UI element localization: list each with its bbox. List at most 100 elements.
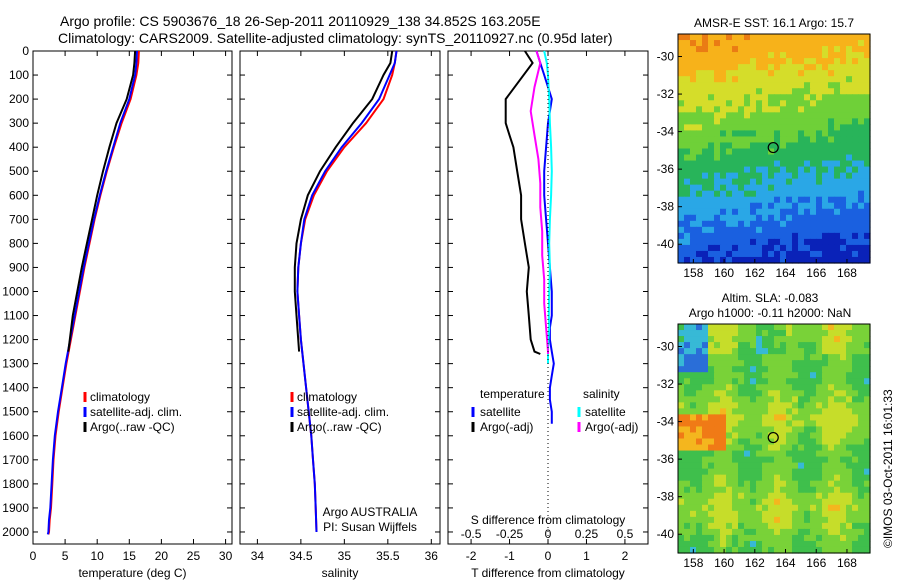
map-cell <box>702 492 709 500</box>
map-cell <box>774 160 781 168</box>
map-cell <box>684 474 691 482</box>
map-cell <box>720 372 727 379</box>
map-cell <box>840 498 847 506</box>
map-cell <box>762 468 769 476</box>
map-cell <box>726 492 733 500</box>
map-cell <box>720 528 727 536</box>
map-cell <box>828 172 835 180</box>
map-cell <box>690 244 697 252</box>
map-cell <box>834 64 841 71</box>
map-cell <box>720 178 727 186</box>
map-cell <box>714 154 721 162</box>
map-cell <box>708 438 715 446</box>
map-cell <box>858 256 865 264</box>
map-cell <box>798 112 805 119</box>
map-cell <box>720 196 727 204</box>
map-cell <box>708 522 715 530</box>
map-cell <box>792 64 799 71</box>
map-cell <box>834 58 841 65</box>
map-cell <box>720 40 727 47</box>
map-cell <box>822 190 829 198</box>
map-cell <box>804 444 811 452</box>
map-cell <box>846 420 853 428</box>
map-cell <box>762 112 769 119</box>
map-cell <box>852 100 859 107</box>
map-cell <box>792 136 799 144</box>
map-cell <box>738 238 745 246</box>
title-line-2: Climatology: CARS2009. Satellite-adjuste… <box>58 30 613 46</box>
map-cell <box>702 414 709 422</box>
map-cell <box>792 154 799 162</box>
map-cell <box>786 82 793 89</box>
map-cell <box>804 34 811 41</box>
map-cell <box>858 118 865 125</box>
map-cell <box>828 378 835 385</box>
map-cell <box>738 196 745 204</box>
map-cell <box>786 184 793 192</box>
map-cell <box>786 124 793 132</box>
map-cell <box>714 172 721 180</box>
map-cell <box>702 256 709 264</box>
map-cell <box>828 498 835 506</box>
map-cell <box>816 504 823 512</box>
map-cell <box>798 34 805 41</box>
map-cell <box>816 100 823 107</box>
map-cell <box>750 498 757 506</box>
map-cell <box>708 456 715 464</box>
map-cell <box>834 456 841 464</box>
map-cell <box>750 462 757 470</box>
map-cell <box>678 46 685 53</box>
map-cell <box>822 220 829 228</box>
map-cell <box>738 40 745 47</box>
map-cell <box>810 70 817 77</box>
map-cell <box>858 330 865 337</box>
map-cell <box>762 166 769 174</box>
map-cell <box>726 402 733 409</box>
map-cell <box>858 462 865 470</box>
map-cell <box>822 202 829 210</box>
map-cell <box>852 426 859 434</box>
map-cell <box>678 384 685 391</box>
map-cell <box>828 438 835 446</box>
map-cell <box>714 348 721 355</box>
map-cell <box>738 522 745 530</box>
map-cell <box>786 510 793 518</box>
map-cell <box>792 402 799 409</box>
map-cell <box>678 34 685 41</box>
map-cell <box>828 94 835 101</box>
map-cell <box>816 172 823 180</box>
map-cell <box>774 256 781 264</box>
map-cell <box>852 124 859 132</box>
map-y-tick-label: -34 <box>657 125 675 139</box>
map-cell <box>780 52 787 59</box>
map-cell <box>750 232 757 240</box>
map-cell <box>684 172 691 180</box>
map-cell <box>696 88 703 95</box>
map-cell <box>714 178 721 186</box>
map-cell <box>834 106 841 113</box>
map-cell <box>678 546 685 554</box>
map-cell <box>822 118 829 125</box>
map-cell <box>852 244 859 252</box>
map-cell <box>846 94 853 101</box>
map-sst_map <box>678 34 871 264</box>
map-cell <box>756 420 763 428</box>
map-cell <box>846 130 853 138</box>
map-cell <box>810 82 817 89</box>
map-cell <box>864 100 871 107</box>
map-cell <box>828 330 835 337</box>
map-cell <box>696 516 703 524</box>
map-cell <box>768 184 775 192</box>
map-cell <box>840 474 847 482</box>
map-cell <box>744 124 751 132</box>
map-cell <box>696 100 703 107</box>
map-cell <box>708 52 715 59</box>
map-cell <box>684 378 691 385</box>
map-cell <box>714 142 721 150</box>
map-cell <box>738 256 745 264</box>
map-cell <box>678 396 685 403</box>
map-cell <box>696 498 703 506</box>
map-cell <box>834 124 841 132</box>
map-cell <box>846 324 853 331</box>
map-cell <box>840 88 847 95</box>
